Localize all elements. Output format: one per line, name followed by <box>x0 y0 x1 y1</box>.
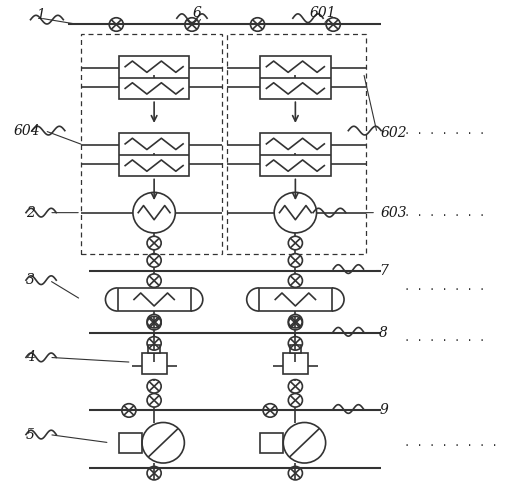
Text: 1: 1 <box>36 8 45 22</box>
Text: . . . . . . . .: . . . . . . . . <box>404 438 498 448</box>
Bar <box>118 288 191 311</box>
Bar <box>119 56 190 99</box>
Text: 9: 9 <box>379 404 388 417</box>
Text: 2: 2 <box>26 205 35 220</box>
Bar <box>290 345 301 353</box>
Bar <box>148 345 160 353</box>
Text: 602: 602 <box>380 126 407 140</box>
Text: 7: 7 <box>379 264 388 278</box>
Text: 6: 6 <box>193 6 202 20</box>
Text: 8: 8 <box>379 326 388 340</box>
Bar <box>260 433 283 453</box>
Bar <box>260 56 331 99</box>
Bar <box>260 133 331 177</box>
Bar <box>227 34 366 254</box>
Bar <box>142 353 167 374</box>
Text: . . . . . . .: . . . . . . . <box>404 333 485 343</box>
Bar <box>259 288 332 311</box>
Text: 603: 603 <box>380 205 407 220</box>
Text: . . . . . . .: . . . . . . . <box>404 125 485 136</box>
Text: . . . . . . .: . . . . . . . <box>404 207 485 218</box>
Text: 4: 4 <box>26 350 35 365</box>
Bar <box>119 433 142 453</box>
Bar <box>119 133 190 177</box>
Text: 601: 601 <box>310 6 337 20</box>
Text: 3: 3 <box>26 273 35 287</box>
Text: 5: 5 <box>26 427 35 442</box>
Bar <box>81 34 222 254</box>
Text: 604: 604 <box>14 123 40 138</box>
Text: . . . . . . .: . . . . . . . <box>404 283 485 292</box>
Bar <box>283 353 308 374</box>
